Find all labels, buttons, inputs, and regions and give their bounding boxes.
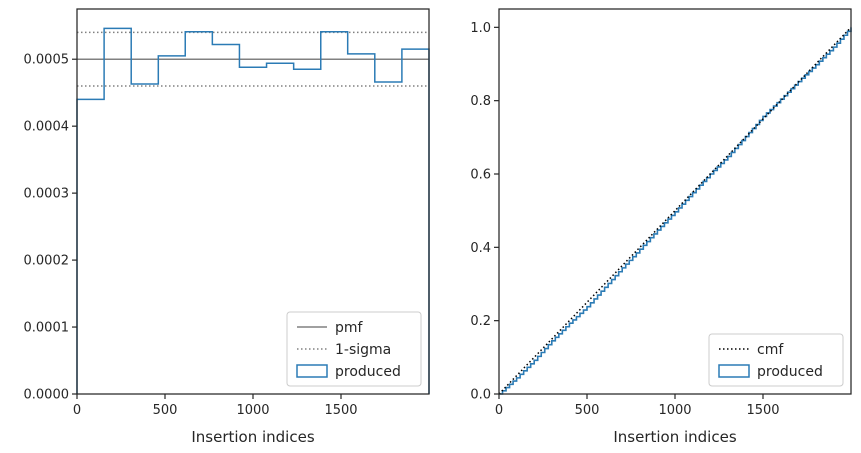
right-plot-area (499, 9, 851, 394)
left-x-tick-label: 500 (153, 403, 178, 418)
left-y-tick-label: 0.0000 (24, 388, 70, 403)
left-y-tick-label: 0.0001 (24, 321, 70, 336)
right-x-axis-label: Insertion indices (613, 428, 736, 446)
left-legend-label: pmf (335, 320, 364, 336)
left-x-tick-label: 1000 (236, 403, 269, 418)
left-x-tick-label: 1500 (324, 403, 357, 418)
right-x-tick-label: 500 (575, 403, 600, 418)
right-series-group (498, 26, 852, 395)
left-reference-lines (77, 31, 429, 87)
right-y-tick-label: 1.0 (470, 21, 491, 36)
left-y-tick-label: 0.0005 (24, 53, 70, 68)
right-x-tick-label: 1500 (746, 403, 779, 418)
left-legend-box (286, 311, 422, 387)
left-legend-swatch-produced (296, 364, 328, 378)
left-legend-label: 1-sigma (335, 342, 391, 358)
right-legend: cmf produced (708, 333, 844, 387)
left-x-axis-label: Insertion indices (191, 428, 314, 446)
left-x-tick-label: 0 (73, 403, 81, 418)
right-legend-label: produced (757, 364, 823, 380)
produced-cumulative-step (499, 27, 852, 395)
left-y-ticks: 0.0000 0.0001 0.0002 0.0003 0.0004 0.0005 (24, 53, 77, 403)
right-legend-box (708, 333, 844, 387)
right-y-ticks: 0.0 0.2 0.4 0.6 0.8 1.0 (470, 21, 499, 403)
right-y-tick-label: 0.4 (470, 241, 491, 256)
right-x-tick-label: 0 (495, 403, 503, 418)
left-y-tick-label: 0.0004 (24, 120, 70, 135)
right-legend-label: cmf (757, 342, 784, 358)
right-y-tick-label: 0.8 (470, 94, 491, 109)
left-y-tick-label: 0.0003 (24, 187, 70, 202)
left-series-group (76, 27, 430, 394)
left-legend-label: produced (335, 364, 401, 380)
produced-histogram-step (76, 27, 430, 394)
right-y-tick-label: 0.0 (470, 388, 491, 403)
left-legend: pmf 1-sigma produced (286, 311, 422, 387)
right-legend-swatch-produced (718, 364, 750, 378)
right-y-tick-label: 0.6 (470, 168, 491, 183)
left-x-ticks: 0 500 1000 1500 (73, 394, 358, 418)
right-chart: 0 500 1000 1500 0.0 0.2 0.4 0.6 0.8 1.0 Insertio… (470, 8, 852, 446)
right-y-tick-label: 0.2 (470, 314, 491, 329)
left-chart: 0 500 1000 1500 0.00000.00010.00020.00030.0… (24, 8, 430, 446)
right-x-tick-label: 1000 (658, 403, 691, 418)
right-x-ticks: 0 500 1000 1500 (495, 394, 780, 418)
cmf-line (498, 26, 852, 395)
left-y-tick-label: 0.0002 (24, 254, 70, 269)
